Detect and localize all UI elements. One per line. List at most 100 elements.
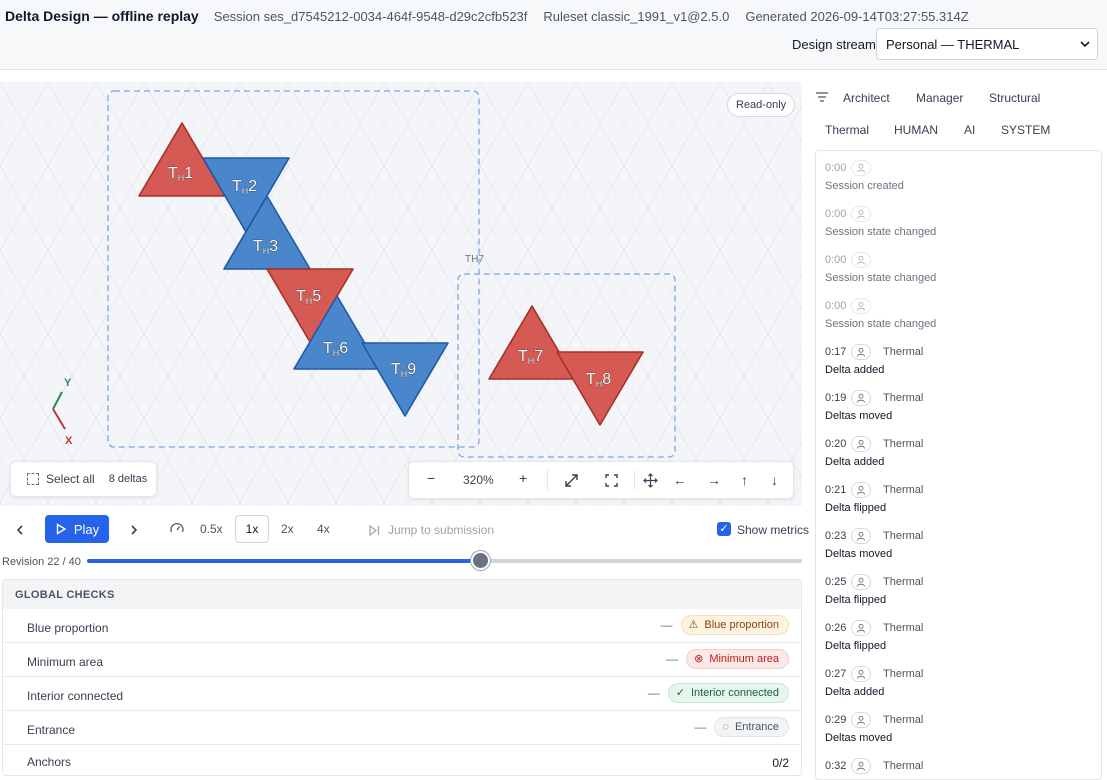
filter-manager[interactable]: Manager [916,91,964,105]
select-all-checkbox[interactable] [27,473,39,485]
event-actor: Thermal [883,622,924,634]
event-time: 0:20 [825,438,847,450]
filter-thermal[interactable]: Thermal [825,123,870,137]
delta-tile[interactable]: TH8 [556,351,644,426]
pan-right-button[interactable]: → [707,472,721,488]
filter-human[interactable]: HUMAN [894,123,938,137]
step-back-button[interactable] [14,515,26,545]
pan-left-button[interactable]: ← [673,472,687,488]
delta-tile[interactable]: TH9 [361,342,449,417]
zoom-toolbar: − 320% + ← → ↑ ↓ [408,461,794,499]
speed-0-5x[interactable]: 0.5x [200,522,223,536]
group-box-th7[interactable] [457,273,676,458]
delta-tile[interactable]: TH6 [293,295,381,370]
user-avatar-icon [851,712,871,728]
event-item[interactable]: 0:23 Thermal Deltas moved [825,528,1095,568]
design-canvas[interactable]: TH1 TH2 TH3 TH5 TH6 TH9 TH7 TH8 Y X Read-only T… [0,82,802,506]
event-item[interactable]: 0:25 Thermal Delta flipped [825,574,1095,614]
event-time: 0:00 [825,254,847,266]
event-actor: Thermal [883,530,924,542]
person-icon [857,531,865,541]
event-item[interactable]: 0:32 Thermal [825,758,1095,779]
event-time: 0:32 [825,760,847,772]
read-only-badge: Read-only [727,93,796,117]
header-info: Delta Design — offline replay Session se… [5,7,985,25]
status-badge: ✓ Interior connected [667,683,789,703]
revision-slider[interactable] [87,551,802,570]
event-item[interactable]: 0:20 Thermal Delta added [825,436,1095,476]
design-stream-select[interactable]: Personal — THERMAL [876,28,1098,60]
user-avatar-icon [851,390,871,406]
select-all-label[interactable]: Select all [46,472,95,486]
speed-2x[interactable]: 2x [281,522,294,536]
event-item[interactable]: 0:00 Session state changed [825,252,1095,292]
pan-down-button[interactable]: ↓ [771,472,778,488]
event-actor: Thermal [883,346,924,358]
event-message: Delta added [825,456,885,468]
event-message: Delta flipped [825,502,887,514]
play-button[interactable]: Play [45,515,109,543]
event-message: Delta added [825,364,885,376]
event-message: Deltas moved [825,410,893,422]
event-item[interactable]: 0:29 Thermal Deltas moved [825,712,1095,752]
check-name: Blue proportion [27,621,109,635]
event-message: Delta added [825,686,885,698]
event-message: Delta flipped [825,594,887,606]
event-item[interactable]: 0:19 Thermal Deltas moved [825,390,1095,430]
show-metrics-label[interactable]: Show metrics [737,523,810,537]
jump-to-submission-button[interactable]: Jump to submission [368,515,494,545]
status-badge: ⊗ Minimum area [686,649,789,669]
event-item[interactable]: 0:17 Thermal Delta added [825,344,1095,384]
event-actor: Thermal [883,760,924,772]
user-avatar-icon [851,666,871,682]
error-circle-icon: ⊗ [694,653,704,665]
design-stream-label: Design stream [792,37,876,52]
pan-up-button[interactable]: ↑ [741,472,748,488]
event-item[interactable]: 0:21 Thermal Delta flipped [825,482,1095,522]
chevron-right-icon [131,525,138,535]
event-message: Session state changed [825,226,937,238]
delta-label: TH8 [586,371,611,389]
person-icon [857,163,865,173]
revision-slider-thumb[interactable] [471,551,491,570]
speed-4x[interactable]: 4x [317,522,330,536]
fit-expand-icon[interactable] [564,473,579,488]
event-message: Deltas moved [825,732,893,744]
person-icon [857,715,865,725]
event-item[interactable]: 0:00 Session state changed [825,298,1095,338]
selection-bar: Select all 8 deltas [10,461,157,497]
speed-1x[interactable]: 1x [235,515,269,543]
delta-label: TH6 [323,340,348,358]
event-item[interactable]: 0:00 Session state changed [825,206,1095,246]
event-item[interactable]: 0:26 Thermal Delta flipped [825,620,1095,660]
event-time: 0:23 [825,530,847,542]
event-item[interactable]: 0:27 Thermal Delta added [825,666,1095,706]
filter-system[interactable]: SYSTEM [1001,123,1051,137]
event-log[interactable]: 0:00 Session created 0:00 Session state cha… [815,150,1102,780]
step-forward-button[interactable] [128,515,140,545]
delta-tile[interactable]: TH1 [138,122,226,197]
event-time: 0:27 [825,668,847,680]
status-badge: ⚠ Blue proportion [680,615,789,635]
delta-label: TH1 [168,165,193,183]
zoom-in-button[interactable]: + [519,470,528,486]
filter-structural[interactable]: Structural [989,91,1041,105]
user-avatar-icon [851,436,871,452]
delta-label: TH5 [296,288,321,306]
fullscreen-icon[interactable] [604,473,619,488]
filter-icon[interactable] [815,91,829,103]
axis-y-label: Y [64,377,72,389]
event-time: 0:21 [825,484,847,496]
zoom-out-button[interactable]: − [427,470,436,486]
revision-label: Revision 22 / 40 [2,556,81,568]
delta-tile[interactable]: TH2 [202,157,290,233]
delta-tile[interactable]: TH5 [266,268,354,343]
axis-gizmo: Y X [52,377,73,447]
event-item[interactable]: 0:00 Session created [825,160,1095,200]
filter-ai[interactable]: AI [964,123,976,137]
filter-architect[interactable]: Architect [843,91,890,105]
pan-move-icon[interactable] [643,473,658,488]
delta-tile[interactable]: TH7 [488,305,576,380]
delta-label: TH3 [253,238,278,256]
show-metrics-checkbox[interactable]: ✓ [717,522,731,536]
